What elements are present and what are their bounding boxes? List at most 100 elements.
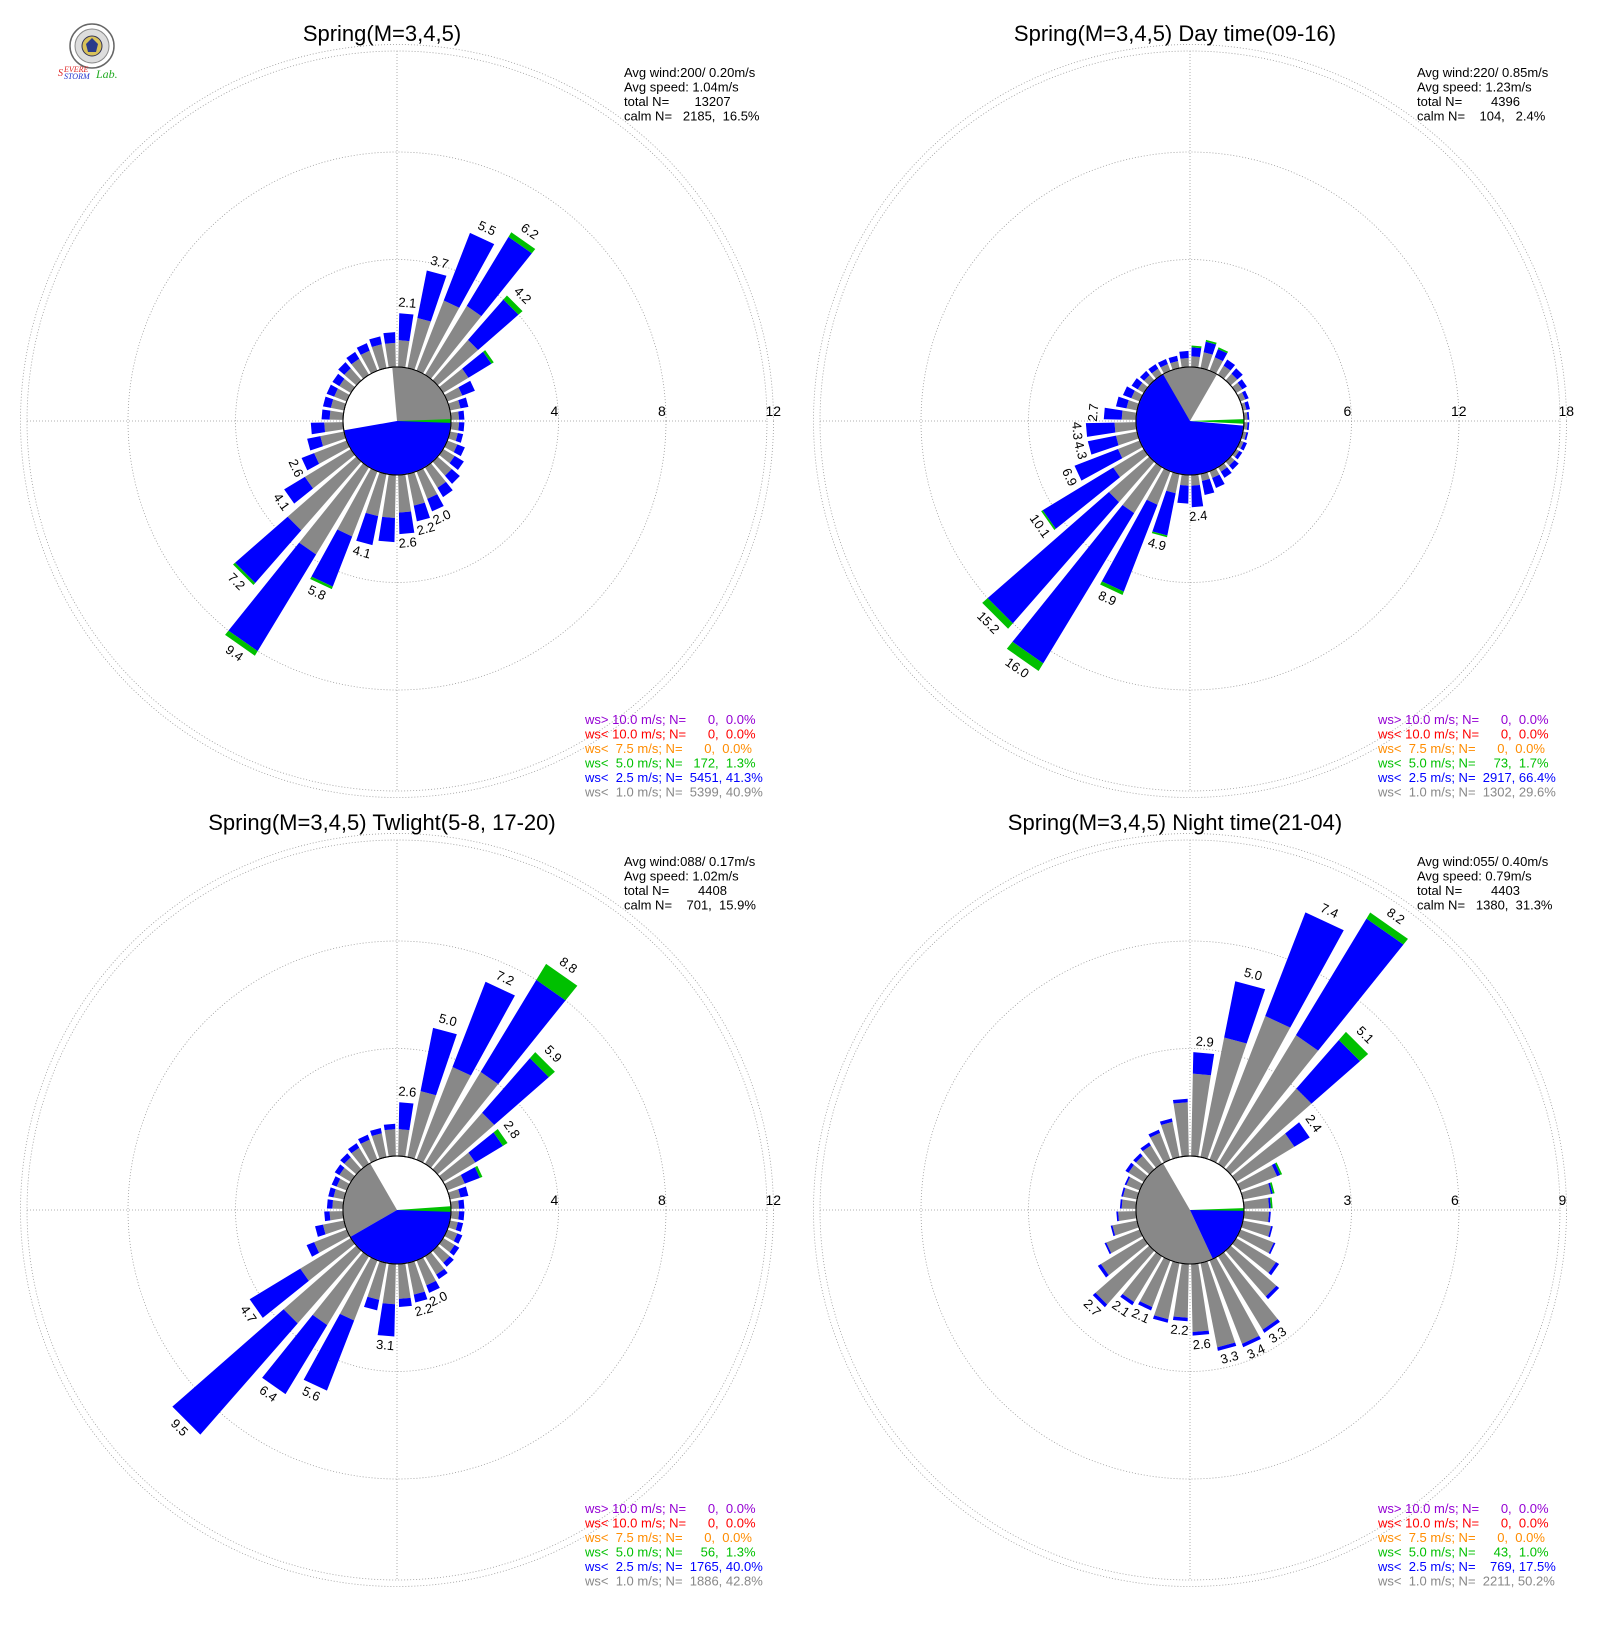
bar-dir-245: 2.6 — [285, 440, 350, 479]
bar-seg-blue — [1246, 422, 1250, 431]
bar-seg-blue — [358, 1134, 370, 1144]
bar-seg-gray — [324, 422, 344, 433]
bar-seg-green — [225, 630, 258, 656]
ring-3 — [813, 833, 1567, 1587]
legend-entry: ws< 1.0 m/s; N= 1886, 42.8% — [584, 1574, 763, 1589]
center-pie-lt5 — [397, 1206, 451, 1212]
bar-seg-blue — [1012, 504, 1135, 664]
bar-dir-355 — [383, 1123, 396, 1157]
legend-entry: ws< 7.5 m/s; N= 0, 0.0% — [1377, 741, 1545, 756]
bar-seg-blue — [1285, 1122, 1310, 1147]
bar-seg-blue — [1268, 1262, 1280, 1276]
bar-seg-gray — [1128, 1164, 1148, 1183]
bar-dir-185: 2.2 — [1170, 1263, 1189, 1338]
windrose-panel-3: 4 8 122.65.07.28.85.92.82.02.23.15.66.49.5… — [20, 810, 781, 1589]
calm-outline — [1135, 366, 1245, 476]
bar-seg-gray — [371, 344, 387, 370]
bar-dir-145: 3.3 — [1217, 1252, 1289, 1346]
bar-seg-blue — [324, 1211, 331, 1222]
bar-dir-255 — [307, 431, 346, 451]
bar-seg-blue — [249, 1268, 309, 1318]
bar-seg-blue — [301, 453, 320, 471]
bar-seg-blue — [321, 409, 331, 420]
bar-dir-295 — [1124, 1176, 1143, 1191]
center-pie-lt5 — [1190, 419, 1244, 424]
bar-seg-gray — [337, 468, 378, 537]
bar-seg-gray — [444, 440, 458, 453]
bar-dir-325 — [1140, 1142, 1163, 1168]
bar-label: 4.3 — [1069, 421, 1086, 440]
bar-seg-blue — [449, 455, 464, 470]
bar-label: 5.1 — [1354, 1023, 1377, 1046]
legend-entry: ws< 2.5 m/s; N= 1765, 40.0% — [584, 1559, 763, 1574]
bar-seg-blue — [172, 1309, 298, 1435]
bar-seg-gray — [398, 1129, 410, 1157]
bar-seg-gray — [332, 1200, 344, 1209]
bar-seg-blue — [284, 476, 314, 504]
bar-seg-green — [1151, 531, 1168, 538]
bar-dir-345 — [1168, 355, 1180, 370]
bar-seg-blue — [437, 481, 453, 498]
bar-seg-gray — [1200, 1261, 1236, 1348]
bar-seg-blue — [1110, 1225, 1116, 1237]
bar-seg-blue — [1223, 359, 1236, 371]
bar-seg-gray — [1225, 1088, 1312, 1175]
bar-seg-gray — [1100, 1237, 1148, 1276]
bar-label: 8.8 — [557, 954, 580, 977]
bar-seg-green — [1191, 345, 1202, 349]
ring-1 — [235, 1048, 559, 1372]
bar-seg-gray — [1243, 1211, 1270, 1223]
bar-seg-gray — [1095, 1245, 1155, 1305]
legend-entry: ws< 2.5 m/s; N= 5451, 41.3% — [584, 770, 763, 785]
bar-dir-165: 2.2 — [407, 472, 436, 538]
bar-seg-blue — [458, 397, 469, 409]
bar-seg-blue — [322, 396, 334, 408]
bar-dir-185: 3.1 — [376, 1263, 396, 1353]
bar-seg-gray — [329, 1211, 344, 1221]
bar-seg-gray — [1126, 400, 1139, 411]
bar-seg-blue — [413, 1291, 428, 1303]
bar-dir-275: 2.7 — [1085, 403, 1137, 422]
bar-seg-gray — [333, 1189, 346, 1200]
bar-seg-green — [508, 232, 536, 254]
legend-entry: ws< 5.0 m/s; N= 56, 1.3% — [584, 1545, 756, 1560]
bar-seg-gray — [448, 1189, 461, 1200]
bar-seg-green — [982, 598, 1013, 629]
bar-seg-blue — [1172, 1316, 1188, 1322]
bar-dir-265 — [324, 1211, 344, 1222]
bar-label: 5.5 — [476, 217, 499, 238]
bar-seg-blue — [1268, 1182, 1273, 1194]
bar-dir-285 — [1121, 1187, 1139, 1200]
bar-dir-255: 4.3 — [1071, 431, 1139, 461]
bar-seg-gray — [1146, 468, 1171, 505]
bar-seg-green — [1275, 1162, 1283, 1175]
bar-seg-gray — [424, 463, 446, 488]
bar-seg-gray — [398, 474, 412, 513]
bar-seg-gray — [1200, 472, 1210, 482]
bar-label: 2.2 — [1170, 1322, 1189, 1339]
bar-label: 2.1 — [398, 294, 417, 311]
outer-ring — [819, 50, 1561, 792]
bar-seg-blue — [1237, 379, 1247, 390]
bar-dir-5 — [1191, 345, 1202, 368]
bar-seg-blue — [987, 491, 1120, 624]
bar-dir-195 — [364, 1261, 387, 1311]
bar-seg-blue — [1244, 401, 1251, 410]
legend-entry: ws> 10.0 m/s; N= 0, 0.0% — [1377, 1501, 1549, 1516]
bar-label: 2.6 — [398, 534, 417, 551]
ring-1 — [1028, 1048, 1352, 1372]
bar-seg-gray — [344, 1157, 362, 1175]
bar-seg-blue — [1138, 1301, 1153, 1311]
bar-seg-blue — [1191, 347, 1202, 358]
bar-label: 3.4 — [1245, 1341, 1268, 1362]
bar-label: 2.1 — [1129, 1305, 1152, 1326]
bar-label: 2.9 — [1195, 1033, 1214, 1050]
bar-seg-gray — [1217, 1035, 1319, 1168]
bar-seg-blue — [1120, 1293, 1135, 1306]
bar-label: 8.9 — [1096, 588, 1119, 609]
severe-storm-lab-logo: S EVERE STORM Lab. — [58, 23, 118, 81]
outer-ring — [26, 839, 768, 1581]
stat-line: total N= 13207 — [624, 94, 731, 109]
bar-seg-gray — [1173, 1102, 1189, 1157]
